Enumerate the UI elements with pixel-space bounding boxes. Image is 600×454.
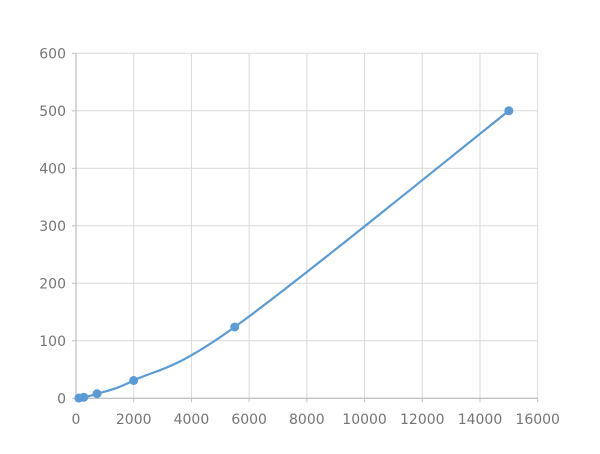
y-tick-label: 300	[39, 219, 66, 235]
x-tick-label: 12000	[400, 412, 445, 428]
y-tick-label: 0	[57, 391, 66, 407]
y-tick-label: 600	[39, 46, 66, 62]
data-point-marker	[129, 375, 139, 385]
y-tick-label: 100	[39, 334, 66, 350]
x-tick-label: 4000	[174, 412, 210, 428]
x-tick-label: 8000	[289, 412, 325, 428]
data-point-marker	[79, 392, 89, 402]
y-tick-label: 400	[39, 161, 66, 177]
x-tick-label: 6000	[231, 412, 267, 428]
data-point-marker	[504, 106, 514, 116]
y-tick-label: 200	[39, 276, 66, 292]
x-tick-label: 2000	[116, 412, 152, 428]
x-tick-label: 0	[72, 412, 81, 428]
x-tick-label: 16000	[515, 412, 560, 428]
data-point-marker	[230, 322, 240, 332]
data-point-marker	[92, 389, 102, 399]
x-tick-label: 10000	[342, 412, 387, 428]
series-line	[77, 109, 510, 400]
y-tick-label: 500	[39, 104, 66, 120]
x-tick-label: 14000	[458, 412, 503, 428]
